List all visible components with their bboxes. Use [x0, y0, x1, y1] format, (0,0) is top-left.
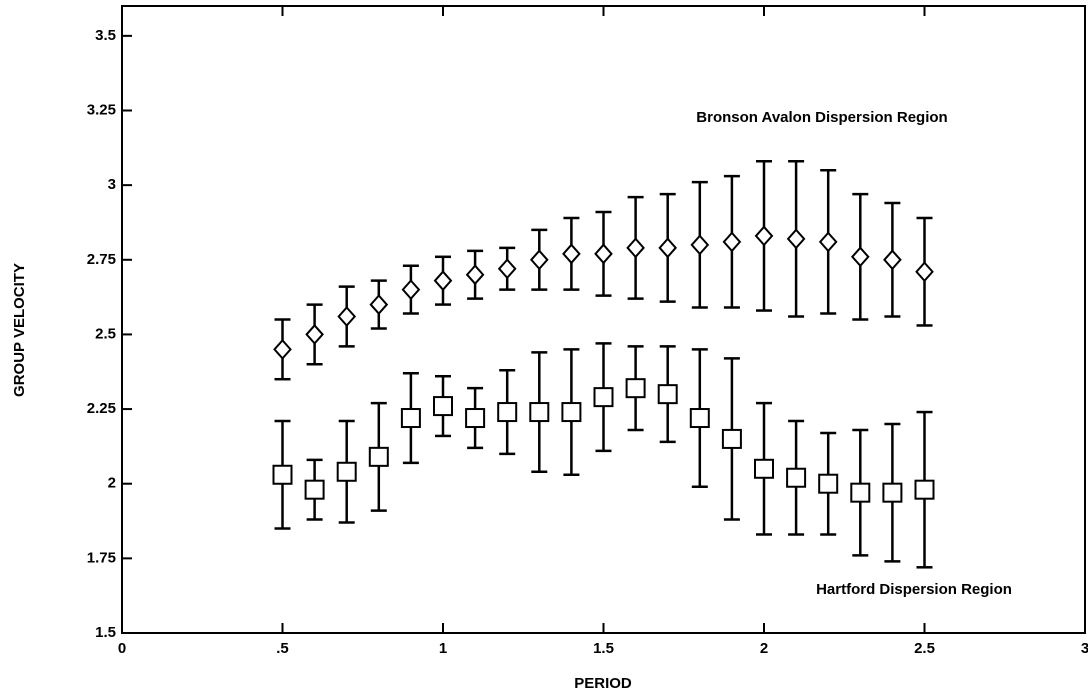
diamond-marker: [626, 237, 645, 259]
square-marker: [561, 402, 582, 423]
x-tick-label: 3: [1081, 640, 1088, 657]
y-tick-label: 3.25: [87, 101, 116, 118]
x-tick-label: 1: [439, 640, 447, 657]
diamond-marker: [465, 264, 485, 286]
square-marker: [593, 387, 614, 408]
diamond-marker: [401, 279, 421, 301]
series-label: Hartford Dispersion Region: [816, 581, 1012, 598]
square-marker: [818, 473, 839, 494]
y-tick-label: 3: [108, 176, 116, 193]
square-marker: [754, 458, 774, 479]
x-tick-label: 0: [118, 640, 126, 657]
diamond-marker: [497, 258, 517, 280]
diamond-marker: [337, 306, 357, 328]
x-tick-label: 1.5: [593, 640, 614, 657]
square-marker: [465, 408, 486, 429]
y-tick-label: 2.75: [87, 251, 116, 268]
diamond-marker: [273, 338, 292, 360]
square-marker: [368, 446, 389, 467]
x-tick-label: 2.5: [914, 640, 935, 657]
square-marker: [850, 482, 871, 503]
square-marker: [786, 467, 807, 488]
diamond-marker: [818, 231, 838, 253]
square-marker: [272, 464, 293, 485]
square-marker: [529, 402, 550, 423]
square-marker: [400, 408, 421, 429]
square-marker: [433, 396, 453, 417]
diamond-marker: [369, 294, 389, 316]
y-axis-label: GROUP VELOCITY: [11, 263, 28, 397]
diamond-marker: [883, 249, 902, 271]
square-marker: [914, 479, 935, 500]
diamond-marker: [594, 243, 613, 265]
square-marker: [336, 461, 357, 482]
y-tick-label: 1.75: [87, 549, 116, 566]
square-marker: [689, 408, 710, 429]
diamond-marker: [305, 323, 324, 345]
x-tick-label: 2: [760, 640, 768, 657]
square-marker: [657, 384, 678, 405]
diamond-marker: [562, 243, 581, 265]
plot-frame: [121, 5, 1086, 634]
x-tick-label: .5: [276, 640, 289, 657]
square-marker: [882, 482, 903, 503]
y-tick-label: 3.5: [95, 27, 116, 44]
y-tick-label: 1.5: [95, 624, 116, 641]
square-marker: [497, 402, 518, 423]
diamond-marker: [658, 237, 678, 259]
diamond-marker: [690, 234, 710, 256]
series-label: Bronson Avalon Dispersion Region: [696, 109, 947, 126]
square-marker: [721, 428, 742, 449]
y-tick-label: 2.5: [95, 325, 116, 342]
diamond-marker: [915, 261, 934, 283]
x-axis-label: PERIOD: [574, 675, 632, 692]
diamond-marker: [850, 246, 870, 268]
diamond-marker: [433, 270, 453, 292]
diamond-marker: [754, 225, 774, 247]
square-marker: [304, 479, 325, 500]
diamond-marker: [529, 249, 549, 271]
diamond-marker: [786, 228, 806, 250]
y-tick-label: 2.25: [87, 400, 116, 417]
y-tick-label: 2: [108, 475, 116, 492]
diamond-marker: [722, 231, 742, 253]
square-marker: [625, 378, 646, 399]
